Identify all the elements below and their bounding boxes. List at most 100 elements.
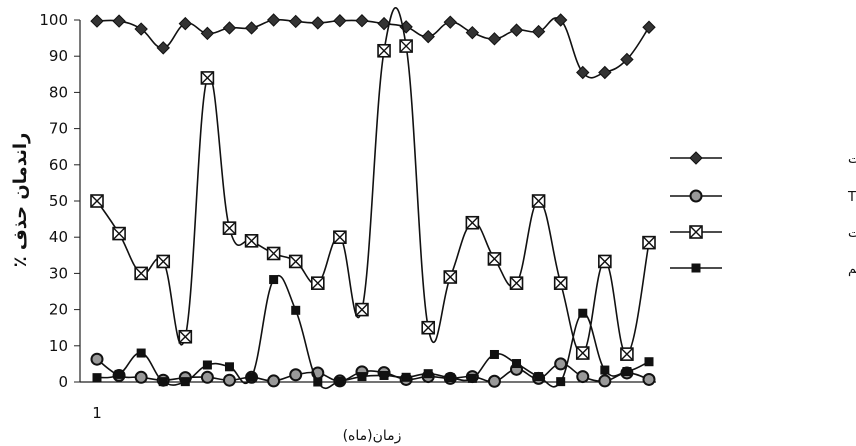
series-4 <box>92 275 654 390</box>
data-point <box>222 221 237 235</box>
data-point <box>443 270 458 284</box>
marker-cross <box>620 347 634 361</box>
data-point <box>377 43 391 58</box>
legend-label: راندمان حذف کلسیم <box>848 262 856 277</box>
data-point <box>531 194 546 208</box>
data-point <box>112 14 126 28</box>
data-point <box>247 372 257 382</box>
data-point <box>311 16 325 30</box>
series-line <box>96 17 650 79</box>
marker-cross <box>134 266 148 280</box>
data-point <box>180 377 190 387</box>
y-tick-label: 70 <box>49 120 68 138</box>
y-tick-label: 60 <box>49 156 68 174</box>
marker-cross <box>333 230 347 244</box>
data-point <box>487 374 501 388</box>
data-point <box>489 349 499 359</box>
y-tick-label: 30 <box>49 264 68 282</box>
legend-marker <box>689 225 703 239</box>
data-point <box>443 15 457 29</box>
y-axis-title: راندمان حذف ٪ <box>10 133 31 268</box>
data-point <box>289 368 303 382</box>
y-tick-label: 80 <box>49 83 68 101</box>
legend-label: راندمان حذف فسفات <box>848 226 856 241</box>
marker-cross <box>245 234 259 248</box>
marker-cross <box>487 252 501 266</box>
marker-cross <box>443 270 457 284</box>
data-point <box>377 16 391 31</box>
data-point <box>445 373 455 383</box>
x-tick-label: 1 <box>92 404 102 422</box>
data-point <box>222 21 237 35</box>
data-point <box>333 230 347 244</box>
data-point <box>600 365 610 375</box>
data-point <box>92 373 102 383</box>
axes <box>74 19 656 383</box>
data-point <box>266 13 281 27</box>
marker-cross <box>465 216 479 230</box>
data-point <box>598 254 612 269</box>
marker-cross <box>377 44 391 58</box>
data-point <box>266 246 281 261</box>
data-point <box>178 329 193 344</box>
data-point <box>291 305 301 315</box>
data-point <box>467 373 477 383</box>
data-point <box>355 14 369 28</box>
legend-item-3: راندمان حذف فسفات <box>670 225 856 241</box>
data-point <box>134 22 148 36</box>
marker-cross <box>598 254 612 268</box>
legend-marker <box>689 189 703 203</box>
marker-cross <box>90 194 104 208</box>
data-point <box>244 21 259 35</box>
data-point <box>421 320 436 335</box>
data-point <box>156 254 171 269</box>
marker-cross <box>689 225 703 239</box>
data-point <box>622 367 632 377</box>
y-tick-label: 90 <box>49 47 68 65</box>
y-tick-labels: 0 10 20 30 40 50 60 70 80 90 100 <box>39 11 68 391</box>
data-point <box>487 32 502 46</box>
data-point <box>578 308 588 318</box>
data-point <box>224 362 234 372</box>
data-point <box>158 377 168 387</box>
data-point <box>642 372 656 386</box>
data-point <box>554 357 568 371</box>
marker-cross <box>642 236 656 250</box>
marker-cross <box>532 194 546 208</box>
marker-cross <box>222 221 236 235</box>
marker-cross <box>200 71 214 85</box>
y-tick-label: 10 <box>49 337 68 355</box>
legend-label: راندمان حذف TDS <box>847 190 856 205</box>
data-point <box>399 39 413 53</box>
data-point <box>642 20 656 34</box>
data-point <box>465 25 480 40</box>
data-point <box>553 276 568 290</box>
marker-cross <box>510 276 524 290</box>
data-point <box>355 302 369 317</box>
data-point <box>534 372 544 382</box>
data-point <box>90 352 104 366</box>
data-point <box>313 377 323 387</box>
marker-cross <box>311 276 325 290</box>
data-point <box>379 370 389 380</box>
marker-cross <box>399 39 413 53</box>
data-point <box>267 374 281 388</box>
data-point <box>200 71 215 85</box>
data-point <box>556 377 566 387</box>
data-point <box>134 266 148 281</box>
marker-cross <box>112 227 126 241</box>
legend-label: راندمان حذف کدورت <box>848 152 856 167</box>
data-point <box>465 215 480 230</box>
data-point <box>288 254 303 269</box>
data-point <box>200 26 215 41</box>
data-point <box>289 14 303 29</box>
legend-marker <box>691 263 701 273</box>
y-tick-label: 40 <box>49 228 68 246</box>
data-point <box>401 372 411 382</box>
data-point <box>114 369 124 379</box>
plot-area <box>90 7 656 390</box>
data-point <box>620 347 634 361</box>
data-point <box>620 52 634 67</box>
series-1 <box>90 13 656 80</box>
y-tick-label: 0 <box>58 373 68 391</box>
